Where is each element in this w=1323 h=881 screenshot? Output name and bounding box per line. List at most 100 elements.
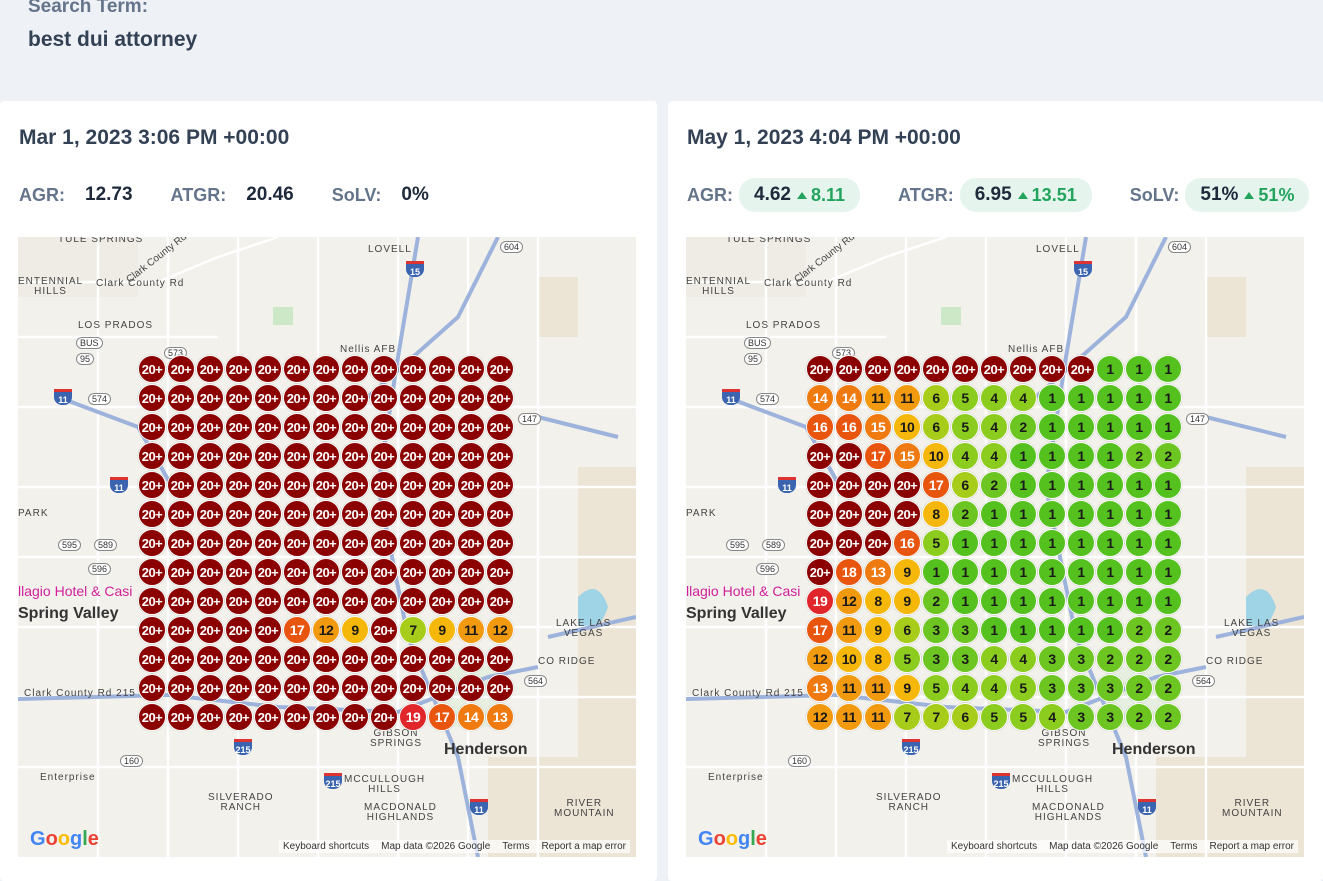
rank-pin[interactable]: 1 — [1125, 471, 1153, 499]
rank-pin[interactable]: 11 — [835, 674, 863, 702]
rank-pin[interactable]: 20+ — [196, 471, 224, 499]
rank-pin[interactable]: 20+ — [138, 558, 166, 586]
rank-pin[interactable]: 10 — [835, 645, 863, 673]
rank-pin[interactable]: 19 — [399, 703, 427, 731]
rank-pin[interactable]: 1 — [1096, 558, 1124, 586]
rank-pin[interactable]: 20+ — [370, 471, 398, 499]
rank-pin[interactable]: 20+ — [167, 355, 195, 383]
rank-pin[interactable]: 20+ — [370, 413, 398, 441]
rank-pin[interactable]: 20+ — [457, 355, 485, 383]
rank-pin[interactable]: 20+ — [341, 674, 369, 702]
rank-pin[interactable]: 20+ — [138, 442, 166, 470]
rank-pin[interactable]: 1 — [1038, 413, 1066, 441]
rank-pin[interactable]: 7 — [399, 616, 427, 644]
rank-pin[interactable]: 1 — [1067, 529, 1095, 557]
rank-pin[interactable]: 20+ — [864, 355, 892, 383]
rank-pin[interactable]: 4 — [1038, 703, 1066, 731]
rank-pin[interactable]: 20+ — [312, 413, 340, 441]
rank-pin[interactable]: 15 — [893, 442, 921, 470]
rank-pin[interactable]: 1 — [951, 558, 979, 586]
rank-pin[interactable]: 3 — [1067, 674, 1095, 702]
rank-pin[interactable]: 20+ — [922, 355, 950, 383]
rank-pin[interactable]: 6 — [922, 384, 950, 412]
map-view[interactable]: TULE SPRINGS LOVELL ENTENNIAL HILLS LOS PRA… — [18, 237, 636, 857]
rank-pin[interactable]: 1 — [1096, 413, 1124, 441]
rank-pin[interactable]: 8 — [864, 587, 892, 615]
rank-pin[interactable]: 20+ — [399, 558, 427, 586]
rank-pin[interactable]: 20+ — [312, 355, 340, 383]
rank-pin[interactable]: 20+ — [835, 500, 863, 528]
rank-pin[interactable]: 20+ — [225, 413, 253, 441]
rank-pin[interactable]: 1 — [922, 558, 950, 586]
rank-pin[interactable]: 20+ — [428, 587, 456, 615]
rank-pin[interactable]: 20+ — [254, 587, 282, 615]
rank-pin[interactable]: 20+ — [138, 529, 166, 557]
rank-pin[interactable]: 3 — [922, 616, 950, 644]
rank-pin[interactable]: 20+ — [399, 500, 427, 528]
rank-pin[interactable]: 20+ — [486, 500, 514, 528]
rank-pin[interactable]: 20+ — [835, 529, 863, 557]
rank-pin[interactable]: 20+ — [283, 674, 311, 702]
rank-pin[interactable]: 20+ — [254, 558, 282, 586]
rank-pin[interactable]: 1 — [1038, 587, 1066, 615]
rank-pin[interactable]: 1 — [1067, 500, 1095, 528]
rank-pin[interactable]: 20+ — [486, 384, 514, 412]
rank-pin[interactable]: 1 — [1125, 355, 1153, 383]
rank-pin[interactable]: 20+ — [167, 558, 195, 586]
rank-pin[interactable]: 7 — [893, 703, 921, 731]
rank-pin[interactable]: 12 — [835, 587, 863, 615]
rank-pin[interactable]: 20+ — [138, 703, 166, 731]
rank-pin[interactable]: 20+ — [254, 500, 282, 528]
rank-pin[interactable]: 1 — [980, 587, 1008, 615]
rank-pin[interactable]: 3 — [1038, 645, 1066, 673]
rank-pin[interactable]: 20+ — [225, 355, 253, 383]
rank-pin[interactable]: 16 — [893, 529, 921, 557]
rank-pin[interactable]: 20+ — [457, 471, 485, 499]
rank-pin[interactable]: 20+ — [138, 500, 166, 528]
rank-pin[interactable]: 1 — [1154, 471, 1182, 499]
rank-pin[interactable]: 20+ — [283, 558, 311, 586]
rank-pin[interactable]: 20+ — [138, 413, 166, 441]
rank-pin[interactable]: 1 — [1009, 529, 1037, 557]
rank-pin[interactable]: 20+ — [283, 471, 311, 499]
rank-pin[interactable]: 11 — [893, 384, 921, 412]
rank-pin[interactable]: 20+ — [312, 500, 340, 528]
rank-pin[interactable]: 8 — [864, 645, 892, 673]
rank-pin[interactable]: 20+ — [399, 674, 427, 702]
rank-pin[interactable]: 20+ — [254, 413, 282, 441]
rank-pin[interactable]: 20+ — [370, 703, 398, 731]
rank-pin[interactable]: 20+ — [399, 355, 427, 383]
rank-pin[interactable]: 1 — [1154, 413, 1182, 441]
rank-pin[interactable]: 20+ — [196, 674, 224, 702]
rank-pin[interactable]: 20+ — [806, 558, 834, 586]
rank-pin[interactable]: 3 — [1067, 645, 1095, 673]
rank-pin[interactable]: 1 — [1067, 471, 1095, 499]
rank-pin[interactable]: 12 — [312, 616, 340, 644]
rank-pin[interactable]: 20+ — [835, 442, 863, 470]
rank-pin[interactable]: 20+ — [341, 703, 369, 731]
rank-pin[interactable]: 4 — [951, 442, 979, 470]
rank-pin[interactable]: 20+ — [254, 442, 282, 470]
rank-pin[interactable]: 20+ — [341, 442, 369, 470]
rank-pin[interactable]: 3 — [1067, 703, 1095, 731]
rank-pin[interactable]: 20+ — [457, 529, 485, 557]
rank-pin[interactable]: 4 — [980, 442, 1008, 470]
rank-pin[interactable]: 20+ — [457, 500, 485, 528]
rank-pin[interactable]: 13 — [864, 558, 892, 586]
rank-pin[interactable]: 20+ — [341, 558, 369, 586]
rank-pin[interactable]: 20+ — [283, 529, 311, 557]
rank-pin[interactable]: 9 — [893, 558, 921, 586]
rank-pin[interactable]: 6 — [951, 703, 979, 731]
rank-pin[interactable]: 20+ — [254, 616, 282, 644]
rank-pin[interactable]: 20+ — [428, 645, 456, 673]
rank-pin[interactable]: 1 — [1009, 587, 1037, 615]
rank-pin[interactable]: 20+ — [864, 529, 892, 557]
rank-pin[interactable]: 1 — [1067, 442, 1095, 470]
rank-pin[interactable]: 20+ — [428, 355, 456, 383]
rank-pin[interactable]: 5 — [922, 529, 950, 557]
rank-pin[interactable]: 20+ — [312, 645, 340, 673]
rank-pin[interactable]: 20+ — [196, 587, 224, 615]
rank-pin[interactable]: 20+ — [254, 471, 282, 499]
report-map-error-link[interactable]: Report a map error — [1209, 841, 1294, 852]
rank-pin[interactable]: 15 — [864, 413, 892, 441]
